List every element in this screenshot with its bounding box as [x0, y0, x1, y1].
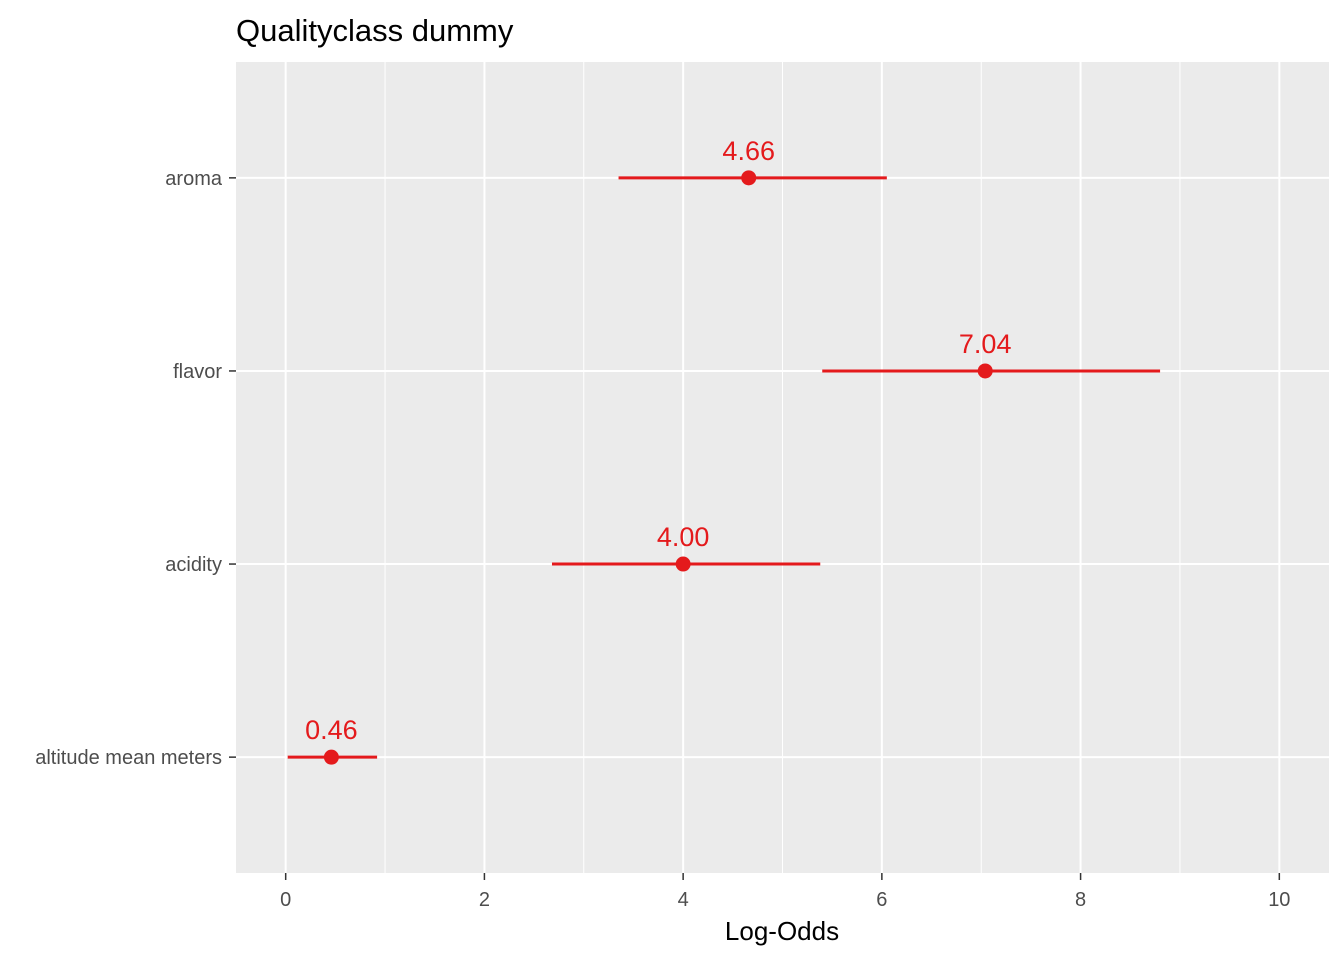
- x-axis-title: Log-Odds: [725, 916, 839, 946]
- y-tick-label: altitude mean meters: [35, 747, 222, 769]
- x-tick-label: 8: [1075, 889, 1086, 911]
- estimate-point: [323, 749, 339, 765]
- y-tick-label: acidity: [165, 554, 222, 576]
- y-axis: aroma flavor acidity altitude mean meters: [35, 168, 236, 769]
- estimate-label: 0.46: [305, 715, 358, 745]
- estimate-label: 4.00: [657, 522, 710, 552]
- x-tick-label: 4: [678, 889, 689, 911]
- chart-title: Qualityclass dummy: [236, 13, 514, 48]
- x-tick-label: 10: [1268, 889, 1290, 911]
- estimate-point: [675, 556, 691, 572]
- y-tick-label: aroma: [165, 168, 223, 190]
- y-tick-label: flavor: [173, 361, 222, 383]
- x-tick-label: 6: [876, 889, 887, 911]
- x-tick-label: 2: [479, 889, 490, 911]
- x-axis: 0 2 4 6 8 10: [280, 873, 1290, 911]
- estimate-label: 4.66: [722, 136, 775, 166]
- minor-gridlines: [384, 62, 1181, 873]
- estimate-marks: 4.66 7.04 4.00 0.46: [287, 136, 1161, 765]
- estimate-point: [977, 363, 993, 379]
- estimate-point: [741, 170, 757, 186]
- estimate-label: 7.04: [959, 329, 1012, 359]
- x-tick-label: 0: [280, 889, 291, 911]
